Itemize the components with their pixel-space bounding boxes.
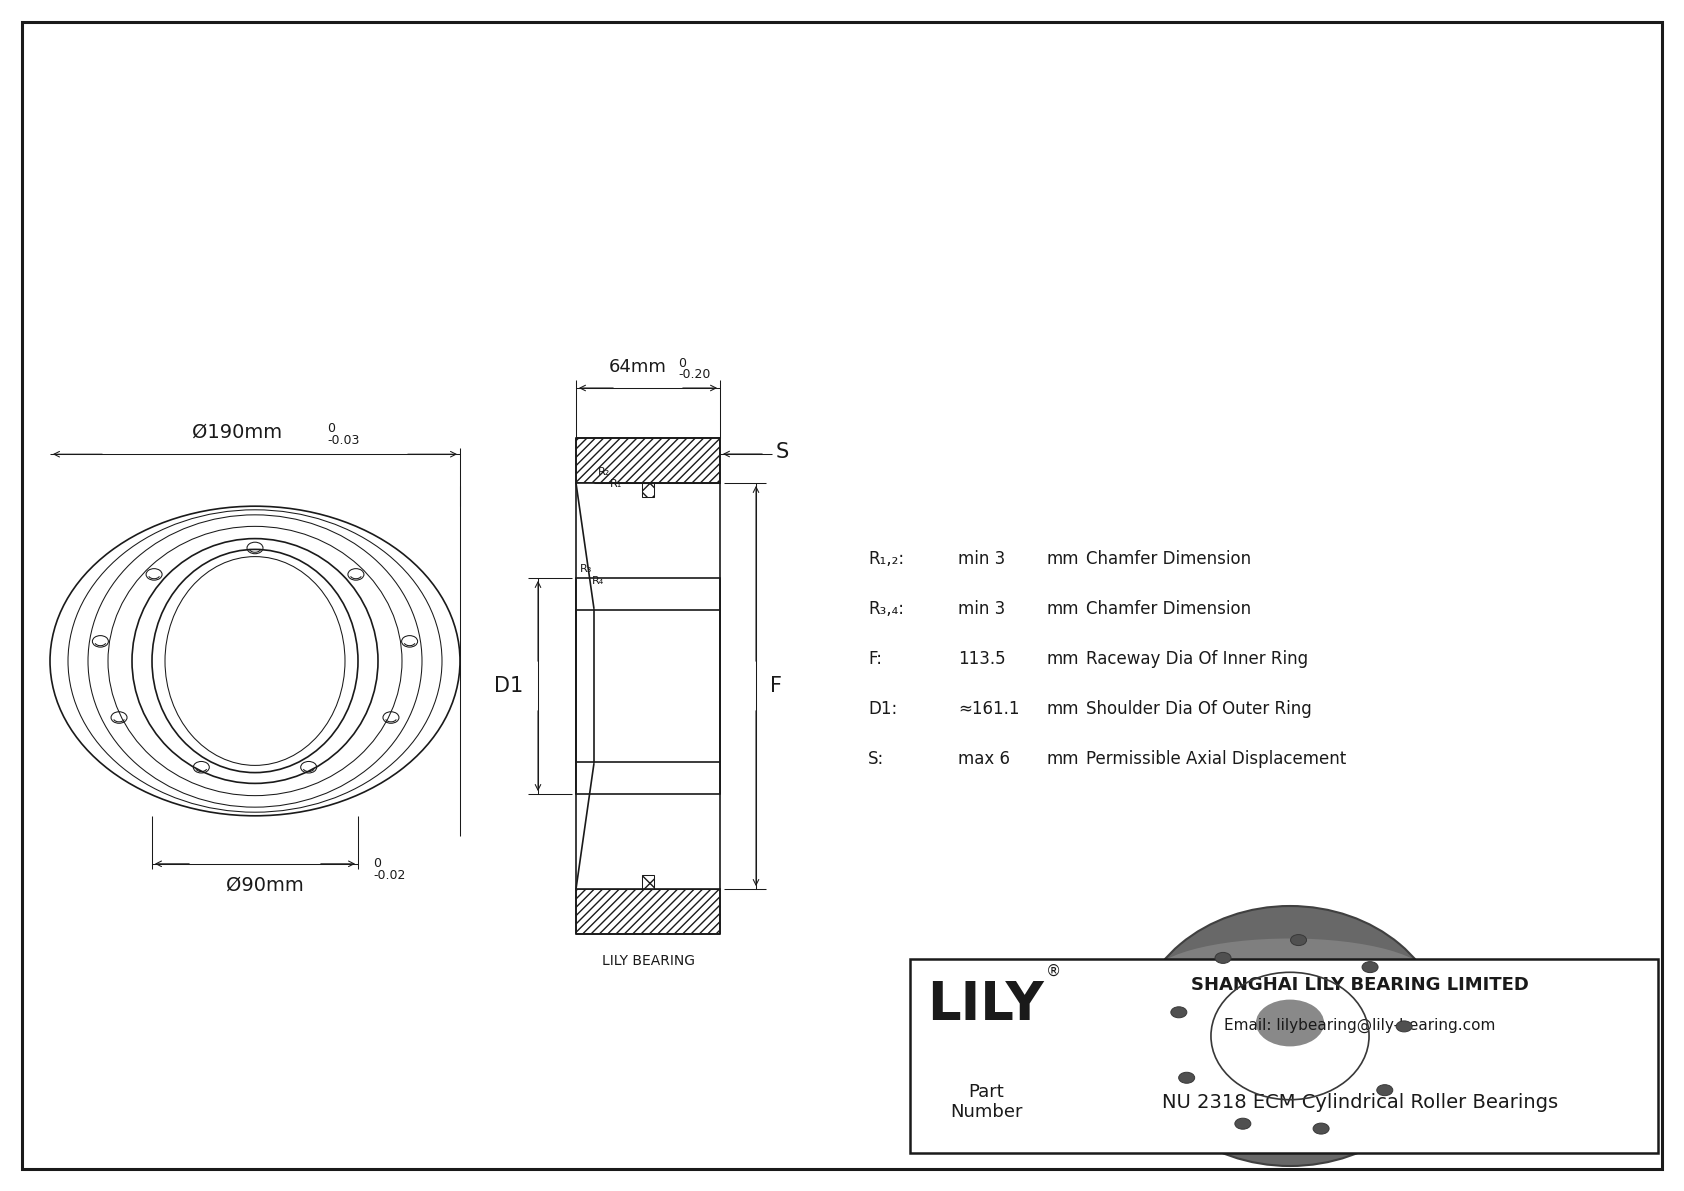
Text: Chamfer Dimension: Chamfer Dimension xyxy=(1086,550,1251,568)
Text: R₃: R₃ xyxy=(579,565,593,574)
Text: R₁,₂:: R₁,₂: xyxy=(867,550,904,568)
Text: R₂: R₂ xyxy=(598,467,610,478)
Text: SHANGHAI LILY BEARING LIMITED: SHANGHAI LILY BEARING LIMITED xyxy=(1191,975,1529,994)
Text: 64mm: 64mm xyxy=(610,358,667,376)
Ellipse shape xyxy=(1234,1118,1251,1129)
Text: 0: 0 xyxy=(679,357,685,370)
Bar xyxy=(576,762,721,794)
Text: max 6: max 6 xyxy=(958,750,1010,768)
Bar xyxy=(576,609,594,763)
Bar xyxy=(642,875,653,888)
Text: Part
Number: Part Number xyxy=(950,1083,1022,1122)
Text: ®: ® xyxy=(1046,964,1061,979)
Text: LILY BEARING: LILY BEARING xyxy=(601,954,694,968)
Text: mm: mm xyxy=(1046,550,1078,568)
Text: R₄: R₄ xyxy=(593,576,605,586)
Text: mm: mm xyxy=(1046,650,1078,668)
Ellipse shape xyxy=(1256,999,1324,1047)
Bar xyxy=(909,959,1659,1153)
Text: Ø190mm: Ø190mm xyxy=(192,422,281,441)
Ellipse shape xyxy=(1362,961,1378,973)
Text: Raceway Dia Of Inner Ring: Raceway Dia Of Inner Ring xyxy=(1086,650,1308,668)
Text: Permissible Axial Displacement: Permissible Axial Displacement xyxy=(1086,750,1346,768)
Ellipse shape xyxy=(1170,1006,1187,1018)
Text: mm: mm xyxy=(1046,600,1078,618)
Text: 0: 0 xyxy=(372,856,381,869)
Text: D1:: D1: xyxy=(867,700,898,718)
Ellipse shape xyxy=(1135,906,1445,1166)
Text: Shoulder Dia Of Outer Ring: Shoulder Dia Of Outer Ring xyxy=(1086,700,1312,718)
Text: mm: mm xyxy=(1046,700,1078,718)
Bar xyxy=(642,484,653,497)
Text: F:: F: xyxy=(867,650,882,668)
Text: LILY: LILY xyxy=(928,979,1044,1031)
Ellipse shape xyxy=(1159,1062,1421,1127)
Bar xyxy=(576,888,721,934)
Ellipse shape xyxy=(1396,1021,1413,1031)
Text: F: F xyxy=(770,676,781,696)
Ellipse shape xyxy=(1253,996,1327,1077)
Text: Email: lilybearing@lily-bearing.com: Email: lilybearing@lily-bearing.com xyxy=(1224,1017,1495,1033)
Text: -0.03: -0.03 xyxy=(327,435,359,447)
Bar xyxy=(576,578,721,610)
Text: 0: 0 xyxy=(327,422,335,435)
Text: ≈161.1: ≈161.1 xyxy=(958,700,1019,718)
Text: R₃,₄:: R₃,₄: xyxy=(867,600,904,618)
Text: -0.02: -0.02 xyxy=(372,868,406,881)
Text: R₁: R₁ xyxy=(610,479,623,490)
Text: Ø90mm: Ø90mm xyxy=(226,875,303,894)
Text: 113.5: 113.5 xyxy=(958,650,1005,668)
Bar xyxy=(576,484,721,888)
Text: S: S xyxy=(776,442,790,462)
Text: mm: mm xyxy=(1046,750,1078,768)
Ellipse shape xyxy=(1290,935,1307,946)
Text: D1: D1 xyxy=(493,676,524,696)
Text: -0.20: -0.20 xyxy=(679,368,711,381)
Text: min 3: min 3 xyxy=(958,600,1005,618)
Ellipse shape xyxy=(1314,1123,1329,1134)
Text: Chamfer Dimension: Chamfer Dimension xyxy=(1086,600,1251,618)
Ellipse shape xyxy=(1179,1072,1194,1084)
Text: min 3: min 3 xyxy=(958,550,1005,568)
Text: S:: S: xyxy=(867,750,884,768)
Ellipse shape xyxy=(1216,953,1231,964)
Text: NU 2318 ECM Cylindrical Roller Bearings: NU 2318 ECM Cylindrical Roller Bearings xyxy=(1162,1092,1558,1111)
Ellipse shape xyxy=(1150,939,1430,1016)
Ellipse shape xyxy=(1378,1085,1393,1096)
Bar xyxy=(576,438,721,484)
